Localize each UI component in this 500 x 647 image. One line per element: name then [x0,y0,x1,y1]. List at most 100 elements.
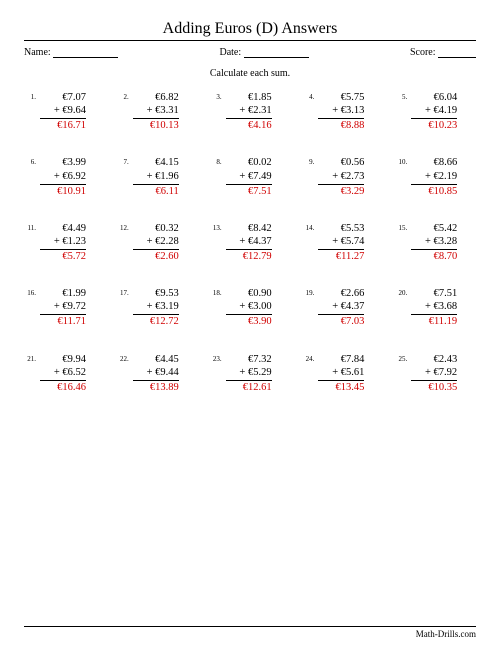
problem: 5. €6.04+ €4.19€10.23 [395,91,476,132]
addend-b: + €3.00 [226,300,272,315]
answer: €16.46 [40,381,86,394]
problem-stack: €9.94+ €6.52€16.46 [40,353,86,394]
answer: €10.13 [133,119,179,132]
problem-number: 3. [210,91,222,101]
answer: €7.03 [318,315,364,328]
addend-b: + €6.92 [40,170,86,185]
addend-a: €7.51 [411,287,457,300]
problem-number: 15. [395,222,407,232]
addend-a: €7.84 [318,353,364,366]
problem: 7.€4.15+ €1.96€6.11 [117,156,198,197]
problem-stack: €0.02+ €7.49€7.51 [226,156,272,197]
addend-a: €1.85 [226,91,272,104]
addend-b: + €7.92 [411,366,457,381]
addend-b: + €6.52 [40,366,86,381]
problem-number: 10. [395,156,407,166]
problem-stack: €1.99+ €9.72€11.71 [40,287,86,328]
addend-a: €2.43 [411,353,457,366]
problem-number: 17. [117,287,129,297]
problem-number: 13. [210,222,222,232]
problem-stack: €7.51+ €3.68€11.19 [411,287,457,328]
answer: €8.88 [318,119,364,132]
problem-stack: €6.04+ €4.19€10.23 [411,91,457,132]
problem-stack: €3.99+ €6.92€10.91 [40,156,86,197]
addend-b: + €3.31 [133,104,179,119]
answer: €5.72 [40,250,86,263]
problem: 18.€0.90+ €3.00€3.90 [210,287,291,328]
answer: €12.72 [133,315,179,328]
problem-number: 4. [302,91,314,101]
addend-a: €6.82 [133,91,179,104]
answer: €16.71 [40,119,86,132]
answer: €13.45 [318,381,364,394]
answer: €4.16 [226,119,272,132]
problem-stack: €7.07+ €9.64€16.71 [40,91,86,132]
problem-number: 5. [395,91,407,101]
addend-b: + €4.37 [318,300,364,315]
problem-number: 12. [117,222,129,232]
name-field: Name: [24,47,118,58]
name-blank [53,57,118,58]
problem: 4. €5.75+ €3.13€8.88 [302,91,383,132]
divider-bottom [24,626,476,627]
addend-b: + €3.28 [411,235,457,250]
addend-b: + €2.28 [133,235,179,250]
addend-b: + €2.31 [226,104,272,119]
page-title: Adding Euros (D) Answers [24,20,476,38]
answer: €10.85 [411,185,457,198]
answer: €2.60 [133,250,179,263]
footer: Math-Drills.com [24,626,476,639]
addend-a: €0.32 [133,222,179,235]
addend-a: €0.56 [318,156,364,169]
problem-number: 24. [302,353,314,363]
problem-stack: €7.32+ €5.29€12.61 [226,353,272,394]
problem-number: 22. [117,353,129,363]
problem-stack: €4.45+ €9.44€13.89 [133,353,179,394]
addend-a: €8.42 [226,222,272,235]
answer: €12.61 [226,381,272,394]
problem: 20.€7.51+ €3.68€11.19 [395,287,476,328]
problem-number: 19. [302,287,314,297]
score-label: Score: [410,47,436,58]
answer: €11.71 [40,315,86,328]
answer: €8.70 [411,250,457,263]
footer-site: Math-Drills.com [24,629,476,639]
problem-stack: €0.32+ €2.28€2.60 [133,222,179,263]
problem: 21.€9.94+ €6.52€16.46 [24,353,105,394]
answer: €6.11 [133,185,179,198]
problem-stack: €4.15+ €1.96€6.11 [133,156,179,197]
problem-number: 16. [24,287,36,297]
problem-stack: €8.66+ €2.19€10.85 [411,156,457,197]
addend-b: + €3.13 [318,104,364,119]
problem: 17.€9.53+ €3.19€12.72 [117,287,198,328]
addend-a: €4.15 [133,156,179,169]
problem-stack: €4.49+ €1.23€5.72 [40,222,86,263]
problem-number: 9. [302,156,314,166]
instruction: Calculate each sum. [24,68,476,79]
addend-b: + €4.37 [226,235,272,250]
problem-stack: €2.43+ €7.92€10.35 [411,353,457,394]
problem: 19.€2.66+ €4.37€7.03 [302,287,383,328]
addend-a: €5.75 [318,91,364,104]
problem: 3. €1.85+ €2.31€4.16 [210,91,291,132]
problem-stack: €7.84+ €5.61€13.45 [318,353,364,394]
addend-a: €7.32 [226,353,272,366]
answer: €13.89 [133,381,179,394]
date-field: Date: [219,47,308,58]
answer: €10.35 [411,381,457,394]
addend-a: €9.94 [40,353,86,366]
problem: 10. €8.66+ €2.19€10.85 [395,156,476,197]
problem: 23. €7.32+ €5.29€12.61 [210,353,291,394]
answer: €10.91 [40,185,86,198]
answer: €3.29 [318,185,364,198]
answer: €12.79 [226,250,272,263]
addend-a: €5.42 [411,222,457,235]
addend-b: + €2.73 [318,170,364,185]
addend-a: €1.99 [40,287,86,300]
addend-a: €3.99 [40,156,86,169]
addend-a: €0.90 [226,287,272,300]
problem-number: 14. [302,222,314,232]
problem-stack: €0.90+ €3.00€3.90 [226,287,272,328]
problem-number: 8. [210,156,222,166]
problem-number: 23. [210,353,222,363]
